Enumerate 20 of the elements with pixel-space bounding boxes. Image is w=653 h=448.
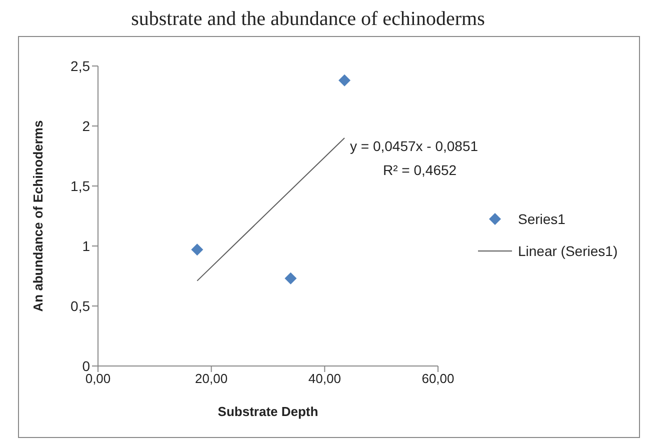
- y-tick-label: 0,5: [70, 298, 90, 314]
- chart-title: substrate and the abundance of echinoderms: [130, 8, 486, 31]
- y-tick-label: 1,5: [70, 178, 90, 194]
- y-tick-label: 2,5: [70, 58, 90, 74]
- point: [191, 244, 204, 256]
- y-axis-title: An abundance of Echinoderms: [30, 120, 46, 312]
- y-tick-label: 2: [82, 118, 90, 134]
- x-axis-title: Substrate Depth: [218, 404, 318, 419]
- point: [338, 74, 350, 86]
- y-tick-label: 1: [82, 238, 90, 254]
- x-tick-label: 60,00: [422, 371, 454, 386]
- y-tick-label: 0: [82, 358, 90, 374]
- legend-label: Linear (Series1): [518, 243, 618, 259]
- x-tick-label: 0,00: [85, 371, 111, 386]
- x-tick-label: 40,00: [308, 371, 341, 386]
- point: [284, 272, 297, 284]
- annotation: R² = 0,4652: [383, 162, 457, 178]
- annotation: y = 0,0457x - 0,0851: [350, 138, 478, 154]
- x-tick-label: 20,00: [195, 371, 228, 386]
- legend-label: Series1: [518, 211, 566, 227]
